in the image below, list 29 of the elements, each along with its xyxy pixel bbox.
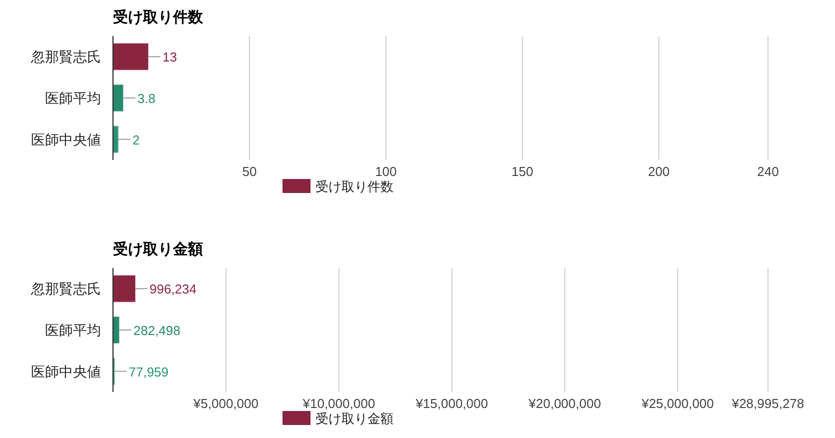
chart-title: 受け取り件数 (112, 9, 204, 26)
y-tick-label: 忽那賢志氏 (30, 48, 101, 65)
y-tick-label: 忽那賢志氏 (30, 280, 101, 297)
data-label: 2 (132, 132, 140, 148)
data-label: 996,234 (150, 282, 197, 297)
bar (112, 84, 124, 112)
y-tick-label: 医師平均 (45, 322, 101, 338)
x-tick-label: ¥25,000,000 (640, 396, 714, 411)
x-tick-label: ¥5,000,000 (192, 396, 258, 411)
data-label: 13 (162, 50, 177, 65)
y-tick-label: 医師平均 (45, 90, 101, 106)
data-label: 3.8 (137, 91, 156, 106)
x-tick-label: 200 (648, 164, 670, 179)
y-tick-label: 医師中央値 (31, 131, 101, 148)
x-tick-label: 240 (757, 164, 779, 179)
data-label: 282,498 (133, 323, 180, 338)
bar (112, 42, 149, 71)
data-label: 77,959 (128, 364, 169, 380)
legend-label: 受け取り金額 (316, 411, 394, 426)
chart-title: 受け取り金額 (112, 241, 203, 258)
x-tick-label: ¥15,000,000 (414, 396, 488, 411)
x-tick-label: 100 (375, 164, 397, 179)
x-tick-label: ¥20,000,000 (528, 396, 601, 411)
x-tick-label: ¥28,995,278 (730, 396, 804, 411)
legend-label: 受け取り件数 (316, 179, 394, 194)
x-tick-label: 150 (512, 164, 534, 179)
x-tick-label: ¥10,000,000 (302, 396, 376, 411)
x-tick-label: 50 (242, 164, 257, 179)
y-tick-label: 医師中央値 (31, 363, 101, 380)
